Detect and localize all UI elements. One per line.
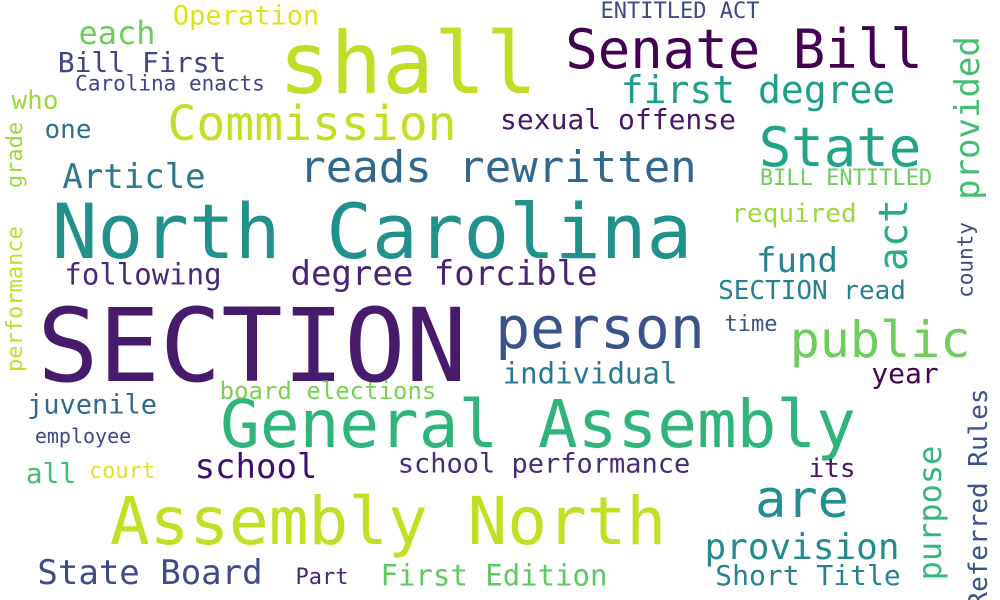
word: juvenile [26, 389, 158, 421]
word: Short Title [715, 559, 901, 592]
word: one [44, 115, 92, 145]
word: its [808, 454, 856, 484]
word: who [11, 86, 59, 116]
word: provided [948, 36, 988, 200]
word: State Board [37, 553, 263, 593]
word: time [724, 312, 778, 337]
word: Operation [172, 0, 320, 32]
word: provision [704, 527, 900, 568]
word: Assembly North [109, 483, 667, 560]
word: BILL ENTITLED [759, 166, 933, 191]
word: First Edition [380, 558, 608, 593]
word: are [755, 470, 849, 530]
word: all [25, 457, 77, 490]
word: SECTION read [718, 276, 906, 306]
word: year [871, 357, 939, 390]
word: North Carolina [51, 187, 693, 276]
word: General Assembly [220, 386, 856, 463]
word: SECTION [37, 287, 467, 406]
word: State [758, 116, 922, 179]
word: Bill First [57, 46, 227, 79]
word: act [871, 198, 917, 272]
word: school [194, 447, 318, 487]
word: public [789, 311, 971, 369]
word: Senate Bill [565, 18, 923, 81]
word: Part [295, 565, 349, 590]
word: Article [62, 157, 206, 197]
word: required [731, 199, 857, 229]
word: employee [34, 424, 132, 448]
word: grade [3, 121, 28, 189]
word: following [64, 257, 222, 292]
word: degree forcible [290, 254, 598, 294]
word: court [88, 459, 156, 484]
word: shall [278, 14, 538, 114]
word: Referred Rules [964, 388, 994, 600]
word: Commission [167, 96, 457, 152]
word: reads rewritten [299, 142, 697, 193]
word: purpose [911, 445, 949, 581]
word: person [495, 294, 705, 362]
word: each [78, 14, 156, 52]
word: ENTITLED ACT [600, 0, 760, 24]
word: board elections [219, 377, 437, 405]
word: individual [502, 356, 678, 391]
word: first degree [620, 68, 896, 112]
word: county [953, 222, 978, 298]
word: school performance [397, 448, 691, 480]
word: fund [756, 241, 838, 281]
word: sexual offense [499, 103, 737, 136]
word: Carolina enacts [75, 71, 265, 96]
word: performance [3, 226, 28, 372]
